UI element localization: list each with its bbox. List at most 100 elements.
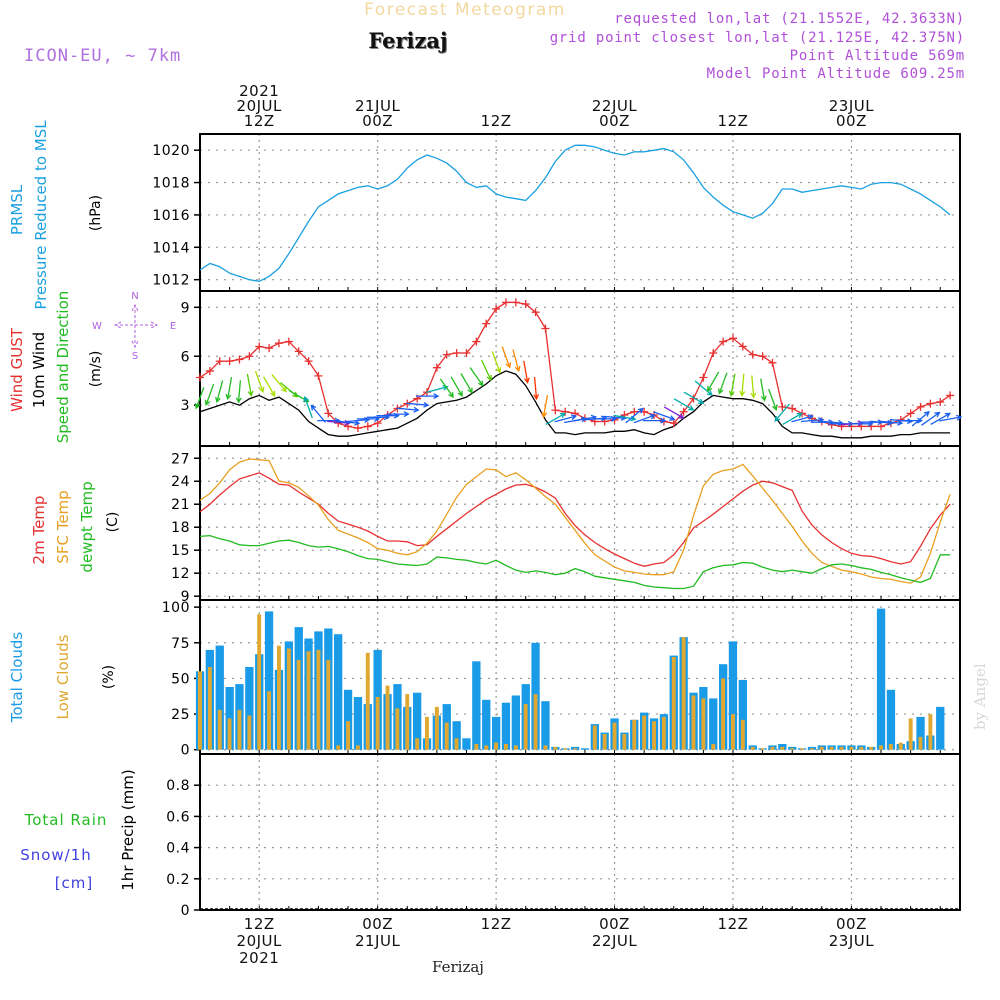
wind-arrow <box>310 404 326 423</box>
gust-marker <box>304 357 313 366</box>
low-cloud-bar <box>444 722 449 750</box>
wind-arrow <box>774 403 790 422</box>
low-cloud-bar <box>375 697 380 750</box>
model-label: ICON-EU, ~ 7km <box>24 46 181 66</box>
wind-arrow <box>921 411 941 426</box>
gust-marker <box>778 402 787 411</box>
wind-arrow <box>707 371 720 393</box>
gust-marker <box>679 407 688 416</box>
low-cloud-bar <box>385 685 390 750</box>
wind-arrow <box>501 346 512 369</box>
wind-arrow <box>879 419 904 426</box>
temperature-ytick-label: 9 <box>181 589 190 605</box>
grid-point-coords: grid point closest lon,lat (21.125E, 42.… <box>550 30 965 46</box>
low-clouds-title: Low Clouds <box>54 634 72 719</box>
gust-marker <box>531 308 540 317</box>
low-cloud-bar <box>247 715 252 750</box>
gust-marker <box>196 373 204 382</box>
low-cloud-bar <box>286 648 291 750</box>
low-cloud-bar <box>346 721 350 750</box>
pressure-ytick-label: 1020 <box>152 143 190 159</box>
total-cloud-bar <box>541 701 550 750</box>
low-cloud-bar <box>306 651 311 750</box>
precipitation-ytick-label: 0.8 <box>166 778 190 794</box>
wind-arrow <box>235 380 242 404</box>
time-label-top: 00Z <box>836 112 867 130</box>
wind-arrow <box>386 411 410 417</box>
credit-watermark: by Angel <box>971 663 989 730</box>
low-cloud-bar <box>642 715 647 750</box>
gust-marker <box>442 350 451 359</box>
gust-marker <box>284 337 293 346</box>
total-cloud-bar <box>728 641 738 750</box>
total-cloud-bar <box>264 611 274 750</box>
wind-arrow <box>254 370 265 394</box>
gust-marker <box>630 407 639 416</box>
wind-arrow <box>791 414 814 423</box>
low-cloud-bar <box>198 671 202 750</box>
low-cloud-bar <box>888 744 893 750</box>
dewpoint-title: dewpt Temp <box>78 481 96 572</box>
low-cloud-bar <box>454 738 459 750</box>
total-cloud-bar <box>334 634 343 750</box>
low-cloud-bar <box>800 748 804 750</box>
wind-arrow <box>739 373 746 397</box>
gust-marker <box>353 424 362 433</box>
wind-arrow <box>406 401 430 408</box>
time-label-top: 00Z <box>599 112 630 130</box>
time-label-bottom: 20JUL <box>237 932 282 950</box>
low-cloud-bar <box>612 722 617 750</box>
time-label-bottom: 00Z <box>599 915 630 933</box>
subtitle: Forecast Meteogram <box>364 0 566 20</box>
compass-n-label: N <box>131 291 138 302</box>
pressure-ytick-label: 1018 <box>152 176 190 192</box>
low-cloud-bar <box>405 694 410 750</box>
temperature-ytick-label: 24 <box>171 474 190 490</box>
wind-arrow <box>694 380 713 396</box>
compass-w-label: W <box>92 321 102 332</box>
precip-unit: 1hr Precip (mm) <box>119 769 137 890</box>
clouds-ytick-label: 50 <box>171 671 190 687</box>
low-cloud-bar <box>859 746 864 750</box>
pressure-line <box>199 144 951 282</box>
temp-sfc-title: SFC Temp <box>54 490 72 563</box>
gust-marker <box>936 397 945 406</box>
temperature-ytick-label: 18 <box>171 520 190 536</box>
low-cloud-bar <box>425 716 429 750</box>
pressure-ytick-label: 1014 <box>152 240 190 256</box>
gust-marker <box>728 334 737 343</box>
low-cloud-bar <box>721 678 725 750</box>
dewpoint-line <box>199 534 951 590</box>
wind-arrow <box>194 387 205 410</box>
gust-marker <box>788 404 797 413</box>
total-cloud-bar <box>353 697 363 750</box>
pressure-ytick-label: 1016 <box>152 208 190 224</box>
low-cloud-bar <box>484 745 489 750</box>
low-cloud-bar <box>849 746 854 750</box>
gust-marker <box>768 358 777 367</box>
time-label-bottom: 12Z <box>718 915 749 933</box>
time-label-bottom: 00Z <box>362 915 393 933</box>
wind-arrow <box>303 395 313 419</box>
low-cloud-bar <box>355 745 360 750</box>
precipitation-ytick-label: 0 <box>181 903 190 919</box>
gust-marker <box>205 366 214 375</box>
wind-arrow <box>481 359 492 382</box>
clouds-frame <box>199 599 961 755</box>
wind-arrow <box>625 407 644 424</box>
low-cloud-bar <box>790 748 795 750</box>
low-cloud-bar <box>918 736 923 750</box>
low-cloud-bar <box>839 746 844 750</box>
wind-arrow <box>768 388 778 411</box>
compass-e-label: E <box>170 321 176 332</box>
time-label-bottom: 22JUL <box>592 932 637 950</box>
clouds-ytick-label: 25 <box>171 707 190 723</box>
low-cloud-bar <box>760 748 765 750</box>
total-cloud-bar <box>936 706 945 750</box>
gust-marker <box>669 419 678 428</box>
wind-speed-line <box>199 370 951 439</box>
total-cloud-bar <box>482 699 491 750</box>
low-cloud-bar <box>365 652 370 750</box>
low-cloud-bar <box>780 746 785 750</box>
wind-arrow <box>663 406 685 419</box>
